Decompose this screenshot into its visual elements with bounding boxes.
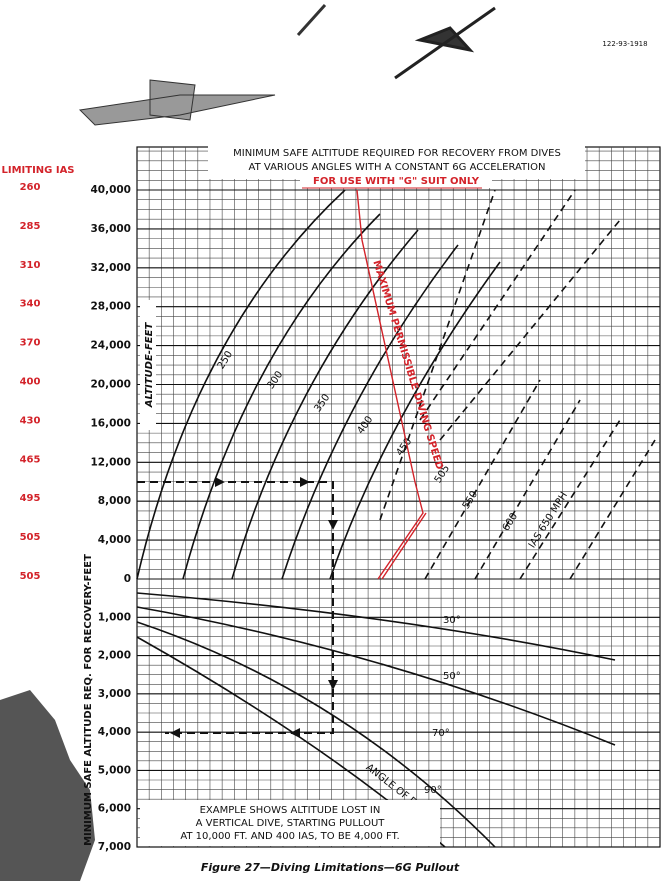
ias-curve bbox=[424, 379, 541, 580]
grid bbox=[136, 146, 661, 848]
angle-label: 50° bbox=[443, 671, 461, 682]
y-tick-label: 0 bbox=[124, 573, 131, 585]
limiting-ias: 400 bbox=[20, 377, 41, 388]
caption: Figure 27—Diving Limitations—6G Pullout bbox=[201, 861, 460, 874]
limiting-ias: 495 bbox=[20, 493, 41, 504]
ias-curve bbox=[329, 261, 501, 580]
airplane bbox=[394, 6, 496, 80]
subtitle-box bbox=[300, 173, 492, 188]
example-path bbox=[137, 481, 334, 734]
ias-curve bbox=[182, 213, 381, 580]
limiting-ias: 310 bbox=[20, 260, 41, 271]
y-tick-label: 8,000 bbox=[98, 495, 131, 507]
airplane bbox=[78, 79, 276, 126]
y-tick-label: 20,000 bbox=[90, 379, 131, 391]
angle-curve bbox=[136, 621, 496, 848]
limiting-ias: 285 bbox=[20, 221, 41, 232]
limiting-ias: 505 bbox=[20, 532, 41, 543]
y2-tick-label: 6,000 bbox=[98, 803, 131, 815]
y2-tick-label: 1,000 bbox=[98, 611, 131, 623]
limiting-ias: 430 bbox=[20, 415, 41, 426]
example-text: AT 10,000 FT. AND 400 IAS, TO BE 4,000 F… bbox=[180, 831, 399, 842]
ias-curve bbox=[379, 189, 496, 521]
y-axis-label: ALTITUDE-FEET bbox=[144, 322, 155, 409]
y2-tick-label: 5,000 bbox=[98, 764, 131, 776]
ias-curve bbox=[419, 189, 576, 421]
limiting-ias: 340 bbox=[20, 299, 41, 310]
airplane bbox=[296, 3, 327, 37]
y-tick-label: 36,000 bbox=[90, 223, 131, 235]
limiting-ias-title: LIMITING IAS bbox=[1, 165, 74, 176]
angle-curve bbox=[136, 606, 616, 746]
y2-axis-label: MINIMUM SAFE ALTITUDE REQ. FOR RECOVERY-… bbox=[83, 554, 94, 846]
y2-tick-label: 2,000 bbox=[98, 650, 131, 662]
label-box bbox=[140, 300, 156, 430]
title: MINIMUM SAFE ALTITUDE REQUIRED FOR RECOV… bbox=[233, 148, 561, 159]
limiting-ias: 465 bbox=[20, 454, 41, 465]
angle-curve bbox=[136, 592, 616, 661]
code: 122-93-1918 bbox=[602, 40, 647, 48]
plot-area bbox=[136, 146, 661, 848]
ias-curve bbox=[231, 229, 419, 580]
ias-curve bbox=[519, 419, 621, 580]
y-tick-label: 12,000 bbox=[90, 456, 131, 468]
decoration bbox=[0, 3, 496, 881]
y-tick-label: 16,000 bbox=[90, 417, 131, 429]
example-box bbox=[140, 800, 440, 846]
ias-curve bbox=[474, 399, 581, 580]
y-tick-label: 28,000 bbox=[90, 301, 131, 313]
subtitle: FOR USE WITH "G" SUIT ONLY bbox=[313, 176, 480, 187]
limiting-ias: 260 bbox=[20, 182, 41, 193]
y-tick-label: 32,000 bbox=[90, 262, 131, 274]
example-text: A VERTICAL DIVE, STARTING PULLOUT bbox=[196, 818, 386, 829]
angle-label: 90° bbox=[424, 785, 442, 796]
angle-label: 30° bbox=[443, 615, 461, 626]
y-tick-label: 4,000 bbox=[98, 534, 131, 546]
limiting-ias: 370 bbox=[20, 338, 41, 349]
y2-tick-label: 3,000 bbox=[98, 688, 131, 700]
ias-curve bbox=[281, 244, 459, 580]
ias-curve bbox=[569, 439, 656, 580]
ias-curves bbox=[136, 189, 656, 580]
ias-curve bbox=[136, 189, 346, 580]
limiting-ias: 505 bbox=[20, 571, 41, 582]
cliff bbox=[0, 690, 95, 881]
angle-label: 70° bbox=[432, 728, 450, 739]
y-tick-label: 40,000 bbox=[90, 184, 131, 196]
y-tick-label: 24,000 bbox=[90, 340, 131, 352]
max-speed-line bbox=[356, 189, 427, 580]
y2-tick-label: 4,000 bbox=[98, 726, 131, 738]
y2-tick-label: 7,000 bbox=[98, 841, 131, 853]
example-text: EXAMPLE SHOWS ALTITUDE LOST IN bbox=[200, 805, 381, 816]
title: AT VARIOUS ANGLES WITH A CONSTANT 6G ACC… bbox=[249, 162, 546, 173]
